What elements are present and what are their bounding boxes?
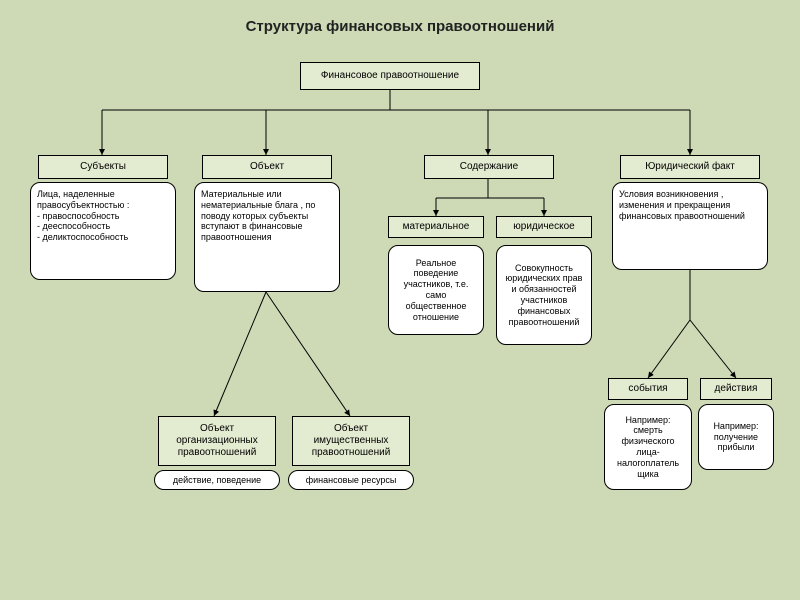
child-body-2-1: Совокупность юридических прав и обязанно… xyxy=(496,245,592,345)
child-header-2-1: юридическое xyxy=(496,216,592,238)
child-header-1-1: Объект имущественных правоотношений xyxy=(292,416,410,466)
branch-header-0: Субъекты xyxy=(38,155,168,179)
child-body-2-0: Реальное поведение участников, т.е. само… xyxy=(388,245,484,335)
branch-body-0: Лица, наделенные правосубъектностью : - … xyxy=(30,182,176,280)
child-pill-1-1: финансовые ресурсы xyxy=(288,470,414,490)
child-header-3-1: действия xyxy=(700,378,772,400)
edge-14 xyxy=(690,320,736,378)
branch-body-1: Материальные или нематериальные блага , … xyxy=(194,182,340,292)
child-header-3-0: события xyxy=(608,378,688,400)
child-pill-1-0: действие, поведение xyxy=(154,470,280,490)
branch-header-3: Юридический факт xyxy=(620,155,760,179)
diagram-title: Структура финансовых правоотношений xyxy=(0,18,800,35)
child-body-3-1: Например: получение прибыли xyxy=(698,404,774,470)
edge-11 xyxy=(266,292,350,416)
branch-body-3: Условия возникновения , изменения и прек… xyxy=(612,182,768,270)
child-header-2-0: материальное xyxy=(388,216,484,238)
edge-13 xyxy=(648,320,690,378)
branch-header-1: Объект xyxy=(202,155,332,179)
root-node: Финансовое правоотношение xyxy=(300,62,480,90)
branch-header-2: Содержание xyxy=(424,155,554,179)
child-header-1-0: Объект организационных правоотношений xyxy=(158,416,276,466)
edge-10 xyxy=(214,292,266,416)
child-body-3-0: Например: смерть физического лица-налого… xyxy=(604,404,692,490)
